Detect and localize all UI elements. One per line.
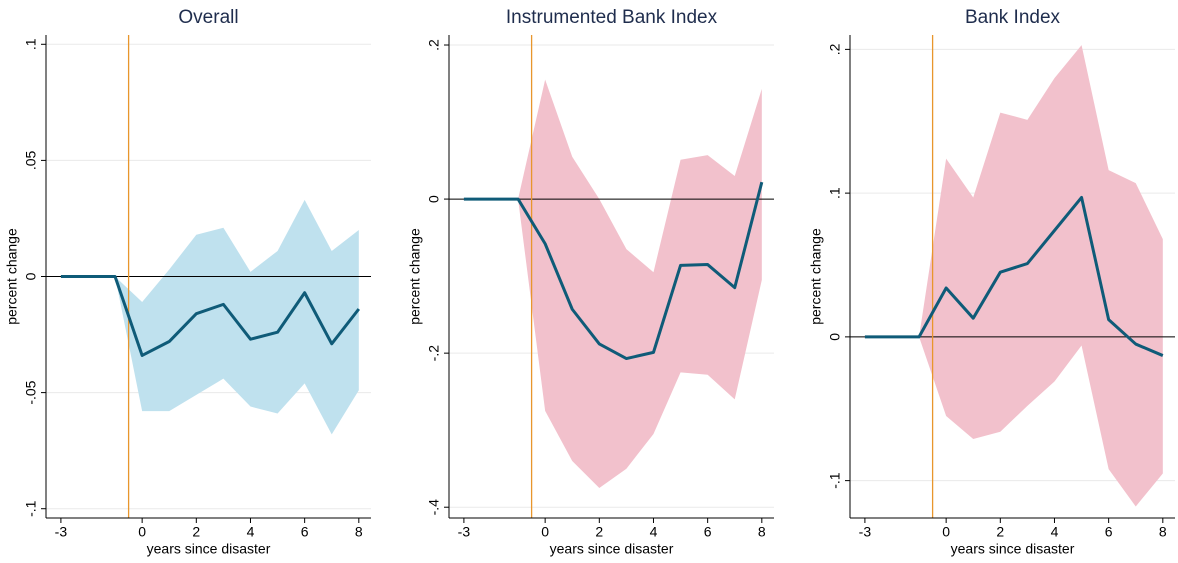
y-tick-label: -.1: [23, 500, 39, 517]
x-tick-label: -3: [458, 524, 471, 540]
y-tick-label: .2: [827, 43, 843, 55]
y-tick-label: .05: [23, 150, 39, 170]
confidence-band: [518, 79, 762, 488]
panel: Bank Index -.1 0 .1 .2 -3 0 2 4 6 8 years since dis…: [808, 7, 1175, 557]
x-axis-title: years since disaster: [147, 541, 271, 557]
chart-title: Overall: [178, 7, 238, 28]
x-tick-label: 8: [758, 524, 766, 540]
y-tick-label: 0: [23, 272, 39, 280]
estimate-line: [463, 181, 764, 361]
confidence-band: [919, 45, 1163, 507]
panel: Overall -.1 -.05 0 .05 .1 -3 0 2 4 6 8 years since d…: [4, 7, 371, 557]
x-tick-label: 2: [192, 524, 200, 540]
y-axis-title: percent change: [4, 228, 20, 325]
x-tick-label: 2: [996, 524, 1004, 540]
estimate-line: [864, 195, 1164, 357]
x-tick-label: 8: [1159, 524, 1167, 540]
x-tick-label: 4: [1051, 524, 1059, 540]
y-tick-label: 0: [827, 333, 843, 341]
chart-title: Bank Index: [965, 7, 1061, 28]
x-tick-label: 4: [247, 524, 255, 540]
x-tick-label: 6: [704, 524, 712, 540]
x-axis-title: years since disaster: [550, 541, 674, 557]
x-tick-label: 8: [355, 524, 363, 540]
x-tick-label: -3: [55, 524, 68, 540]
x-tick-label: 0: [138, 524, 146, 540]
y-tick-label: -.05: [23, 380, 39, 404]
y-axis-title: percent change: [407, 228, 423, 325]
y-tick-label: -.4: [426, 499, 442, 516]
x-tick-label: 0: [541, 524, 549, 540]
x-tick-label: 6: [1105, 524, 1113, 540]
estimate-line: [60, 275, 360, 357]
x-axis-title: years since disaster: [951, 541, 1075, 557]
y-axis-title: percent change: [808, 228, 824, 325]
confidence-band: [115, 199, 359, 435]
y-tick-label: .1: [23, 38, 39, 50]
chart-title: Instrumented Bank Index: [506, 7, 718, 28]
x-tick-label: -3: [859, 524, 872, 540]
x-tick-label: 4: [650, 524, 658, 540]
y-tick-label: 0: [426, 195, 442, 203]
y-tick-label: -.2: [426, 345, 442, 362]
y-tick-label: .1: [827, 187, 843, 199]
x-tick-label: 2: [595, 524, 603, 540]
x-tick-label: 0: [942, 524, 950, 540]
y-tick-label: .2: [426, 39, 442, 51]
x-tick-label: 6: [301, 524, 309, 540]
panel: Instrumented Bank Index -.4 -.2 0 .2 -3 0 2 4 6 8 y…: [407, 7, 774, 557]
y-tick-label: -.1: [827, 472, 843, 489]
